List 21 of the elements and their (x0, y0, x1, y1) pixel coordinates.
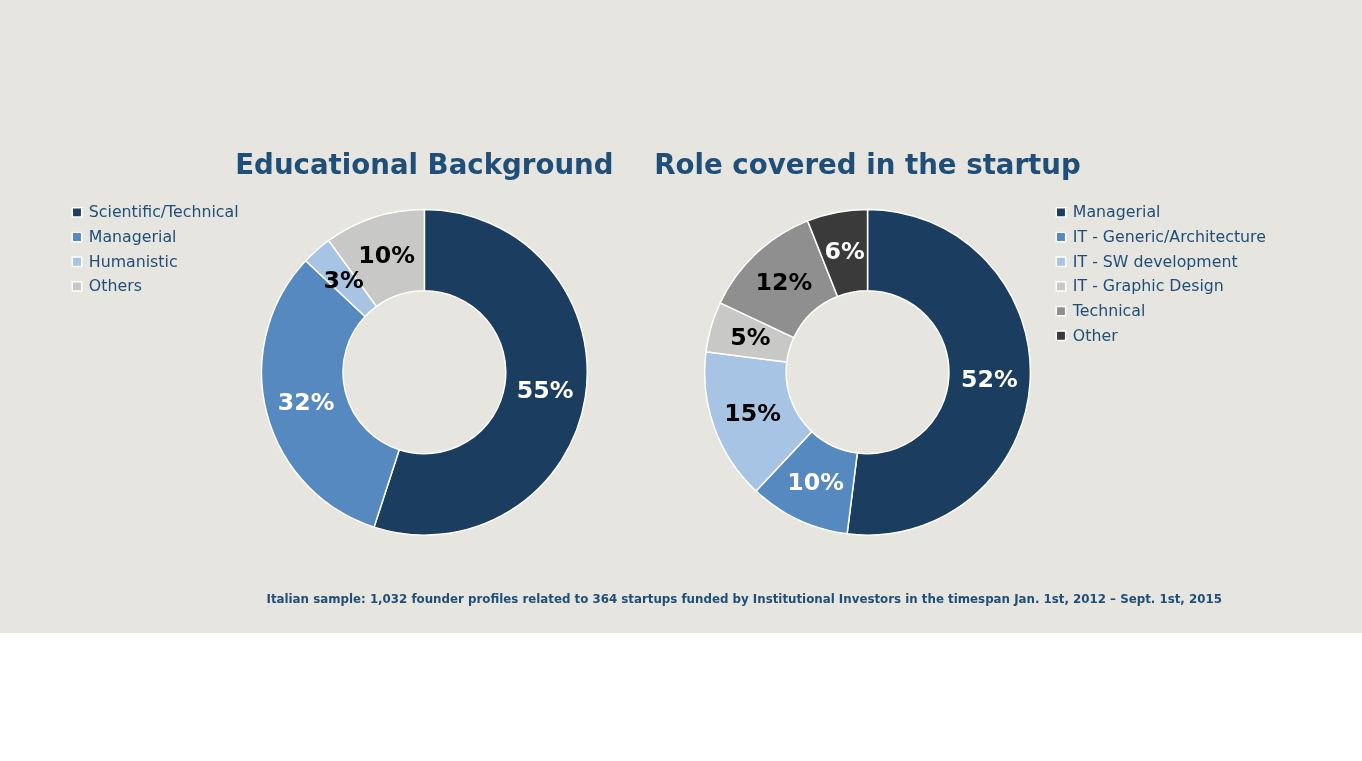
data-label: 12% (755, 268, 813, 297)
data-label: 55% (516, 376, 574, 405)
data-label: 15% (724, 398, 781, 427)
data-label: 5% (730, 323, 771, 352)
data-label: 10% (787, 467, 844, 496)
legend-label: Managerial (1072, 202, 1161, 222)
data-label: 52% (961, 364, 1018, 393)
legend-label: Scientific/Technical (88, 202, 239, 222)
text: Italian sample: 1,032 founder profiles related to 364 startups funded by Institutional Investors in the timespan Jan. 1st, 2012 – Sept. 1st, 2015 (266, 592, 1222, 607)
legend-label: Managerial (88, 226, 177, 246)
legend-label: IT - Graphic Design (1072, 276, 1224, 296)
legend-label: Other (1072, 325, 1119, 345)
legend-label: IT - Generic/Architecture (1072, 226, 1266, 246)
legend-label: Humanistic (88, 251, 178, 271)
legend-label: Technical (1071, 301, 1146, 321)
chart-title: Role covered in the startup (654, 147, 1081, 181)
data-label: 32% (277, 387, 335, 416)
legend-label: Others (88, 276, 142, 296)
legend-label: IT - SW development (1072, 251, 1238, 271)
chart-title: Educational Background (235, 147, 614, 181)
data-label: 6% (824, 237, 865, 266)
